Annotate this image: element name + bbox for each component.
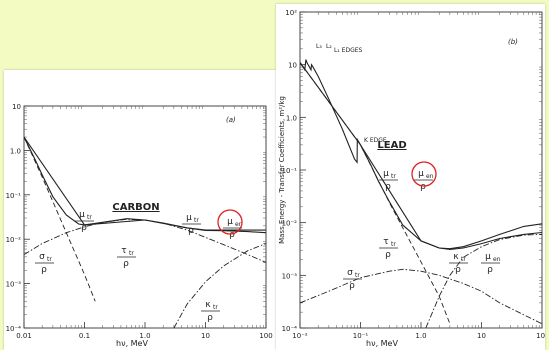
carbon-label-sigma-tr-subscript: tr [47, 256, 52, 263]
carbon-label-tau-tr-denominator: ρ [123, 259, 129, 269]
lead-label-mu-en-right-denominator: ρ [487, 265, 493, 275]
carbon-label-tau-tr: τ trρ [117, 246, 136, 269]
carbon-x-tick-label: 0.1 [79, 332, 90, 340]
lead-label-mu-en-numerator: μ [418, 169, 424, 179]
lead-series-tau-tr [300, 62, 451, 324]
lead-label-kappa-tr: κ trρ [449, 252, 468, 275]
lead-label-tau-tr-numerator: τ [383, 237, 388, 247]
lead-label-sigma-tr-subscript: tr [355, 272, 360, 279]
lead-edge-label: L₂ [326, 43, 332, 50]
lead-series-sigma-tr [300, 268, 542, 325]
carbon-label-mu-en-subscript: en [235, 221, 243, 228]
lead-chart-label: LEAD [377, 140, 406, 151]
carbon-label-mu-tr-right: μ trρ [182, 213, 201, 236]
lead-label-tau-tr-denominator: ρ [385, 250, 391, 260]
lead-x-tick-label: 10² [536, 332, 545, 340]
lead-label-kappa-tr-denominator: ρ [455, 265, 461, 275]
lead-y-tick-label: 10⁻¹ [282, 167, 298, 175]
carbon-series-tau-tr [24, 136, 96, 302]
carbon-label-mu-tr-numerator: μ [79, 210, 85, 220]
lead-x-tick-label: 10⁻² [292, 332, 308, 340]
carbon-label-mu-en-numerator: μ [227, 217, 233, 227]
carbon-label-tau-tr-subscript: tr [129, 250, 134, 257]
lead-chart: 10⁻² 10⁻¹ 1.0 10 10² 10² 10 1.0 10⁻¹ 10⁻² 10⁻³ 10⁻⁴… [278, 9, 545, 348]
carbon-label-kappa-tr: κ trρ [201, 300, 220, 323]
lead-edge-label: K EDGE [364, 137, 387, 144]
lead-edge-label: L₃ [316, 43, 322, 50]
lead-label-mu-tr: μ trρ [379, 169, 398, 192]
carbon-label-kappa-tr-denominator: ρ [207, 313, 213, 323]
carbon-label-mu-en-denominator: ρ [229, 230, 235, 240]
carbon-y-tick-label: 10⁻⁴ [6, 325, 22, 333]
lead-y-tick-label: 10² [285, 9, 297, 17]
carbon-y-tick-label: 1.0 [10, 147, 21, 155]
lead-label-mu-tr-subscript: tr [391, 173, 396, 180]
lead-label-mu-tr-denominator: ρ [385, 182, 391, 192]
carbon-label-kappa-tr-subscript: tr [213, 304, 218, 311]
lead-label-mu-en-denominator: ρ [420, 182, 426, 192]
lead-label-tau-tr: τ trρ [379, 237, 398, 260]
lead-label-mu-en-right-subscript: en [493, 256, 501, 263]
carbon-label-mu-tr-right-denominator: ρ [188, 226, 194, 236]
lead-panel-label: (b) [508, 38, 518, 46]
lead-label-sigma-tr: σ trρ [343, 268, 362, 291]
carbon-chart-label: CARBON [112, 202, 159, 213]
carbon-label-mu-tr-subscript: tr [87, 214, 92, 221]
carbon-chart-panel: 0.01 0.1 1.0 10 100 10 1.0 10⁻¹ 10⁻² 10⁻³ 10⁻⁴ CARB… [4, 70, 276, 350]
lead-series-mu-tr [300, 59, 542, 250]
lead-x-axis-label: hν, MeV [366, 339, 398, 348]
carbon-label-mu-tr-denominator: ρ [81, 223, 87, 233]
lead-label-mu-tr-numerator: μ [383, 169, 389, 179]
carbon-y-tick-label: 10 [12, 103, 21, 111]
carbon-chart: 0.01 0.1 1.0 10 100 10 1.0 10⁻¹ 10⁻² 10⁻³ 10⁻⁴ CARB… [6, 103, 273, 348]
carbon-label-mu-en: μ enρ [223, 217, 243, 240]
carbon-label-tau-tr-numerator: τ [121, 246, 126, 256]
lead-y-tick-label: 10⁻³ [282, 272, 298, 280]
carbon-y-tick-label: 10⁻³ [6, 281, 22, 289]
carbon-label-kappa-tr-numerator: κ [205, 300, 211, 310]
lead-label-mu-en-subscript: en [426, 173, 434, 180]
lead-x-tick-label: 1.0 [415, 332, 426, 340]
carbon-x-axis-label: hν, MeV [116, 339, 148, 348]
carbon-series-kappa-tr [173, 243, 266, 328]
carbon-panel-label: (a) [226, 116, 236, 124]
carbon-series-sigma-tr [24, 218, 266, 263]
lead-x-tick-label: 10⁻¹ [353, 332, 369, 340]
lead-label-tau-tr-subscript: tr [391, 241, 396, 248]
lead-label-mu-en-right: μ enρ [481, 252, 501, 275]
lead-highlight-circle [411, 161, 437, 187]
carbon-label-sigma-tr-denominator: ρ [41, 265, 47, 275]
lead-label-kappa-tr-numerator: κ [453, 252, 459, 262]
carbon-y-tick-label: 10⁻² [6, 236, 22, 244]
lead-x-tick-label: 10 [477, 332, 486, 340]
lead-label-sigma-tr-numerator: σ [347, 268, 353, 278]
lead-y-tick-label: 10⁻² [282, 220, 298, 228]
lead-y-axis-label: Mass Energy - Transfer Coefficients, m²/… [278, 96, 286, 244]
carbon-x-tick-label: 0.01 [16, 332, 32, 340]
carbon-label-sigma-tr-numerator: σ [39, 252, 45, 262]
lead-label-mu-en: μ enρ [414, 169, 434, 192]
carbon-x-tick-label: 1.0 [139, 332, 150, 340]
carbon-highlight-circle [217, 209, 243, 235]
lead-label-kappa-tr-subscript: tr [461, 256, 466, 263]
carbon-x-tick-label: 10 [201, 332, 210, 340]
lead-series-kappa-tr [425, 233, 542, 328]
lead-chart-panel: 10⁻² 10⁻¹ 1.0 10 10² 10² 10 1.0 10⁻¹ 10⁻² 10⁻³ 10⁻⁴… [276, 4, 545, 350]
lead-series-mu-en [300, 62, 542, 251]
carbon-label-mu-tr-right-subscript: tr [194, 217, 199, 224]
lead-edge-label: L₁ EDGES [334, 47, 363, 54]
lead-label-mu-en-right-numerator: μ [485, 252, 491, 262]
carbon-label-mu-tr: μ trρ [75, 210, 94, 233]
lead-y-tick-label: 10⁻⁴ [282, 325, 298, 333]
carbon-label-mu-tr-right-numerator: μ [186, 213, 192, 223]
lead-y-tick-label: 10 [288, 62, 297, 70]
carbon-label-sigma-tr: σ trρ [35, 252, 54, 275]
lead-label-sigma-tr-denominator: ρ [349, 281, 355, 291]
carbon-y-tick-label: 10⁻¹ [6, 192, 22, 200]
carbon-x-tick-label: 100 [259, 332, 272, 340]
lead-y-tick-label: 1.0 [286, 114, 297, 122]
